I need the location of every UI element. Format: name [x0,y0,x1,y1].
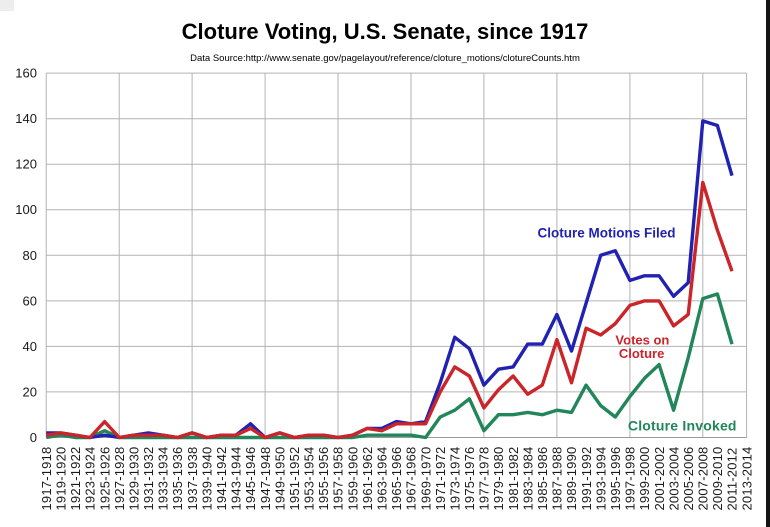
svg-text:1973-1974: 1973-1974 [448,447,463,511]
svg-text:1935-1936: 1935-1936 [170,447,185,511]
svg-text:1979-1980: 1979-1980 [491,447,506,511]
svg-text:20: 20 [23,384,37,399]
svg-text:140: 140 [15,111,37,126]
svg-text:2011-2012: 2011-2012 [725,447,740,510]
svg-text:1947-1948: 1947-1948 [258,447,273,511]
svg-text:1939-1940: 1939-1940 [199,447,214,511]
svg-text:Cloture Voting, U.S. Senate, s: Cloture Voting, U.S. Senate, since 1917 [182,19,589,44]
svg-text:1987-1988: 1987-1988 [550,447,565,511]
svg-text:1929-1930: 1929-1930 [126,447,141,511]
svg-text:1959-1960: 1959-1960 [345,447,360,511]
svg-text:120: 120 [15,157,37,172]
svg-text:1997-1998: 1997-1998 [623,447,638,511]
svg-text:1955-1956: 1955-1956 [316,447,331,511]
svg-text:80: 80 [23,248,37,263]
svg-text:1945-1946: 1945-1946 [243,447,258,511]
svg-text:Cloture: Cloture [619,346,665,361]
svg-text:1991-1992: 1991-1992 [579,447,594,511]
svg-text:1969-1970: 1969-1970 [418,447,433,511]
svg-text:40: 40 [23,339,37,354]
svg-text:Cloture Invoked: Cloture Invoked [628,418,737,434]
svg-text:1999-2000: 1999-2000 [637,447,652,511]
svg-text:2007-2008: 2007-2008 [696,447,711,511]
svg-text:2009-2010: 2009-2010 [710,447,725,511]
svg-text:1933-1934: 1933-1934 [156,447,171,511]
svg-text:1967-1968: 1967-1968 [404,447,419,511]
svg-text:1957-1958: 1957-1958 [331,447,346,511]
svg-text:1953-1954: 1953-1954 [302,447,317,511]
svg-text:1977-1978: 1977-1978 [477,447,492,511]
svg-text:160: 160 [15,66,37,81]
svg-text:1963-1964: 1963-1964 [375,447,390,511]
svg-text:1981-1982: 1981-1982 [506,447,521,511]
svg-text:1993-1994: 1993-1994 [593,447,608,511]
svg-text:1949-1950: 1949-1950 [272,447,287,511]
svg-text:2013-2014: 2013-2014 [739,447,754,511]
svg-text:1925-1926: 1925-1926 [97,447,112,511]
svg-text:1965-1966: 1965-1966 [389,447,404,511]
svg-text:1985-1986: 1985-1986 [535,447,550,511]
svg-text:0: 0 [30,430,37,445]
svg-text:1983-1984: 1983-1984 [520,447,535,511]
svg-text:2005-2006: 2005-2006 [681,447,696,511]
svg-text:1975-1976: 1975-1976 [462,447,477,511]
svg-text:2003-2004: 2003-2004 [666,447,681,511]
svg-text:1943-1944: 1943-1944 [229,447,244,511]
svg-text:Votes on: Votes on [615,332,669,347]
svg-text:100: 100 [15,202,37,217]
svg-text:1937-1938: 1937-1938 [185,447,200,511]
svg-text:1989-1990: 1989-1990 [564,447,579,511]
svg-text:Cloture Motions Filed: Cloture Motions Filed [538,226,676,241]
svg-text:2001-2002: 2001-2002 [652,447,667,511]
svg-text:1931-1932: 1931-1932 [141,447,156,511]
svg-text:1941-1942: 1941-1942 [214,447,229,511]
svg-text:1971-1972: 1971-1972 [433,447,448,511]
svg-text:1961-1962: 1961-1962 [360,447,375,511]
svg-text:1919-1920: 1919-1920 [54,447,69,511]
svg-text:1917-1918: 1917-1918 [39,447,54,511]
svg-text:1995-1996: 1995-1996 [608,447,623,511]
svg-text:Data Source:http://www.senate.: Data Source:http://www.senate.gov/pagela… [190,53,580,64]
svg-text:1927-1928: 1927-1928 [112,447,127,511]
svg-text:1921-1922: 1921-1922 [68,447,83,511]
svg-text:60: 60 [23,293,37,308]
svg-text:1951-1952: 1951-1952 [287,447,302,511]
svg-text:1923-1924: 1923-1924 [83,447,98,511]
